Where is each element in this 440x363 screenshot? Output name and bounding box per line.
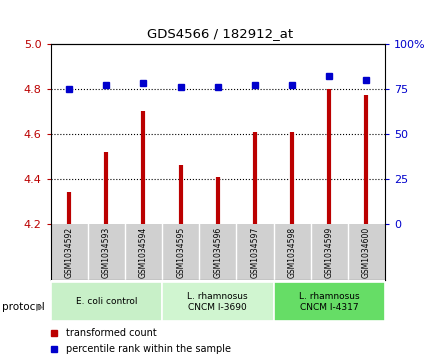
Text: E. coli control: E. coli control [76, 297, 137, 306]
Text: GSM1034594: GSM1034594 [139, 227, 148, 278]
Text: GSM1034600: GSM1034600 [362, 227, 371, 278]
Text: GSM1034595: GSM1034595 [176, 227, 185, 278]
Bar [274, 282, 385, 322]
Text: ▶: ▶ [36, 302, 44, 312]
Text: GSM1034597: GSM1034597 [250, 227, 260, 278]
Bar [162, 282, 274, 322]
Text: GSM1034593: GSM1034593 [102, 227, 111, 278]
Text: L. rhamnosus
CNCM I-4317: L. rhamnosus CNCM I-4317 [299, 291, 359, 311]
Text: GSM1034599: GSM1034599 [325, 227, 334, 278]
Text: percentile rank within the sample: percentile rank within the sample [66, 344, 231, 354]
Text: GSM1034592: GSM1034592 [65, 227, 73, 278]
Text: transformed count: transformed count [66, 328, 156, 338]
Bar [51, 282, 162, 322]
Text: L. rhamnosus
CNCM I-3690: L. rhamnosus CNCM I-3690 [187, 291, 248, 311]
Text: GSM1034596: GSM1034596 [213, 227, 222, 278]
Text: GSM1034598: GSM1034598 [288, 227, 297, 278]
Text: GDS4566 / 182912_at: GDS4566 / 182912_at [147, 27, 293, 40]
Text: protocol: protocol [2, 302, 45, 312]
